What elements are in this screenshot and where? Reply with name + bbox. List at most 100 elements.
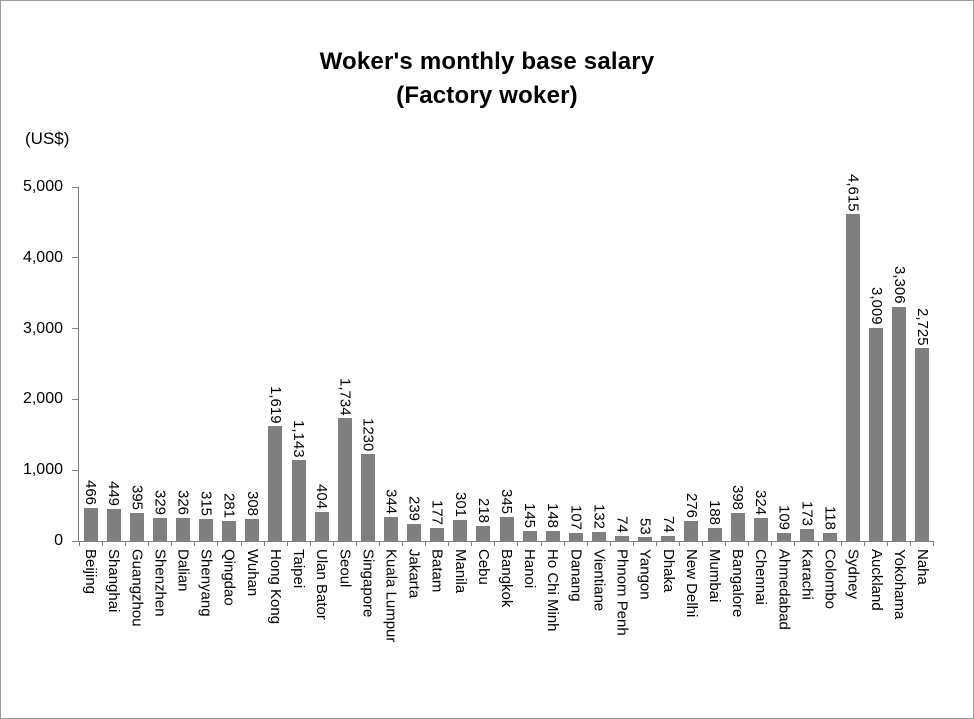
bar-column: 1,734 [333, 187, 356, 541]
category-cell: Yangon [634, 549, 657, 642]
bar [268, 426, 283, 541]
category-cell: Guangzhou [125, 549, 148, 642]
bar [222, 521, 237, 541]
x-tick-mark [426, 541, 450, 546]
category-cell: Taipei [287, 549, 310, 642]
category-label: Kuala Lumpur [382, 549, 400, 643]
category-cell: Shenyang [195, 549, 218, 642]
bar-column: 109 [772, 187, 795, 541]
x-tick-mark [380, 541, 404, 546]
x-tick-mark [103, 541, 127, 546]
x-tick-mark [449, 541, 473, 546]
category-label: Qingdao [220, 549, 238, 606]
y-tick-label: 4,000 [22, 248, 63, 266]
category-label: Dhaka [659, 549, 677, 593]
bar-value-label: 177 [428, 500, 446, 526]
category-cell: Hong Kong [264, 549, 287, 642]
category-cell: Ulan Bator [310, 549, 333, 642]
x-axis-ticks [79, 541, 934, 546]
category-cell: Manila [449, 549, 472, 642]
x-tick-mark [334, 541, 357, 546]
x-tick-mark [634, 541, 657, 546]
bar-column: 1,143 [287, 187, 310, 541]
bar [753, 518, 768, 541]
bar-column: 2,725 [911, 187, 934, 541]
bar-value-label: 301 [451, 491, 469, 517]
category-cell: Ahmedabad [772, 549, 795, 642]
bar [337, 418, 352, 541]
category-label: Phnom Penh [613, 549, 631, 636]
category-label: Bangalore [729, 549, 747, 618]
bar [915, 348, 930, 541]
chart-title: Woker's monthly base salary (Factory wok… [1, 45, 973, 113]
bar-column: 1230 [356, 187, 379, 541]
y-tick-label: 5,000 [22, 178, 63, 195]
bar-value-label: 53 [636, 517, 654, 535]
bar [661, 535, 676, 541]
x-tick-mark [819, 541, 842, 546]
bar-column: 301 [449, 187, 472, 541]
bar-value-label: 132 [590, 503, 608, 529]
bar-value-label: 324 [752, 490, 770, 516]
bar [453, 519, 468, 541]
category-label: Beijing [82, 549, 100, 595]
x-tick-mark [772, 541, 796, 546]
bar-value-label: 107 [567, 505, 585, 531]
bar [522, 530, 537, 541]
bar-value-label: 109 [775, 505, 793, 531]
y-tick-mark [72, 469, 79, 471]
x-tick-mark [195, 541, 219, 546]
y-tick-label: 1,000 [22, 461, 63, 479]
category-cell: Danang [564, 549, 587, 642]
category-label: Wuhan [243, 549, 261, 597]
x-tick-mark [888, 541, 911, 546]
y-axis-unit-label: (US$) [25, 129, 70, 148]
category-label: Karachi [798, 549, 816, 600]
category-cell: Sydney [842, 549, 865, 642]
bar-column: 188 [703, 187, 726, 541]
bar-column: 281 [218, 187, 241, 541]
category-cell: Phnom Penh [611, 549, 634, 642]
bar [684, 521, 699, 541]
x-tick-mark [242, 541, 265, 546]
bar-value-label: 344 [382, 488, 400, 514]
bar-column: 218 [472, 187, 495, 541]
category-cell: Yokohama [888, 549, 911, 642]
bar-column: 315 [195, 187, 218, 541]
bar [106, 509, 121, 541]
category-cell: Shanghai [102, 549, 125, 642]
category-cell: Auckland [865, 549, 888, 642]
category-cell: Singapore [356, 549, 379, 642]
y-tick-mark [72, 257, 79, 259]
bar-value-label: 404 [313, 484, 331, 510]
y-axis: 5,000 4,000 3,000 2,000 1,000 0 [23, 178, 934, 549]
bar [175, 517, 190, 541]
x-tick-mark [311, 541, 334, 546]
x-tick-mark [265, 541, 288, 546]
category-label: Jakarta [405, 549, 423, 599]
bar [776, 533, 791, 541]
bar-value-label: 1,734 [336, 377, 354, 416]
bar-value-label: 218 [474, 497, 492, 523]
category-labels-row: Beijing Shanghai Guangzhou Shenzhen Dalian Sh… [79, 549, 934, 642]
x-tick-mark [795, 541, 819, 546]
bar-value-label: 281 [220, 493, 238, 519]
y-tick-mark [72, 186, 79, 188]
x-tick-mark [79, 541, 104, 546]
bar-value-label: 118 [821, 505, 839, 530]
x-tick-mark [472, 541, 496, 546]
bar [152, 517, 167, 541]
bar [846, 214, 861, 541]
y-tick-mark [72, 540, 79, 542]
bar-column: 74 [611, 187, 634, 541]
x-tick-mark [680, 541, 704, 546]
bar-value-label: 345 [498, 488, 516, 514]
category-label: Hanoi [521, 549, 539, 589]
category-cell: Vientiane [587, 549, 610, 642]
bar-value-label: 3,009 [867, 287, 885, 325]
bar-value-label: 315 [197, 490, 215, 516]
bar [707, 527, 722, 541]
x-tick-mark [357, 541, 381, 546]
bar [799, 528, 814, 541]
category-cell: Dhaka [657, 549, 680, 642]
